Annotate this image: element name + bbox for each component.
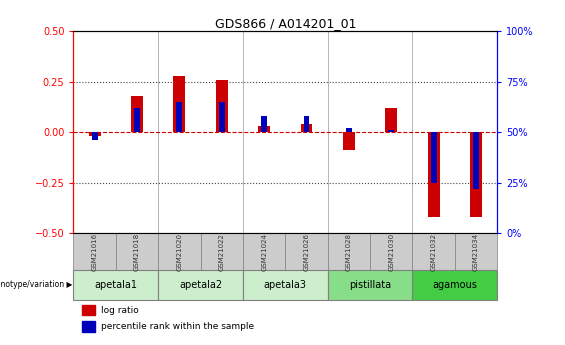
Text: GSM21026: GSM21026 <box>303 233 310 270</box>
Text: apetala2: apetala2 <box>179 280 222 290</box>
Text: apetala3: apetala3 <box>264 280 307 290</box>
Bar <box>158 234 201 270</box>
Bar <box>116 234 158 270</box>
Bar <box>201 234 243 270</box>
Bar <box>470 132 482 217</box>
Bar <box>131 96 143 132</box>
Bar <box>303 116 310 132</box>
Title: GDS866 / A014201_01: GDS866 / A014201_01 <box>215 17 356 30</box>
Bar <box>73 270 158 299</box>
Bar <box>258 126 270 132</box>
Bar <box>134 108 140 132</box>
Text: GSM21024: GSM21024 <box>261 233 267 270</box>
Bar <box>243 270 328 299</box>
Text: GSM21034: GSM21034 <box>473 233 479 270</box>
Bar <box>455 234 497 270</box>
Bar <box>89 132 101 136</box>
Text: GSM21030: GSM21030 <box>388 233 394 271</box>
Bar <box>385 108 397 132</box>
Bar <box>431 132 437 183</box>
Bar <box>82 305 95 315</box>
Bar <box>285 234 328 270</box>
Bar <box>388 130 394 132</box>
Bar <box>92 132 98 140</box>
Bar <box>261 116 267 132</box>
Bar <box>176 102 182 132</box>
Bar <box>473 132 479 189</box>
Text: GSM21032: GSM21032 <box>431 233 437 270</box>
Text: GSM21018: GSM21018 <box>134 233 140 271</box>
Text: pistillata: pistillata <box>349 280 391 290</box>
Bar <box>328 234 370 270</box>
Bar <box>412 270 497 299</box>
Bar <box>243 234 285 270</box>
Text: percentile rank within the sample: percentile rank within the sample <box>101 322 254 331</box>
Bar <box>301 124 312 132</box>
Bar <box>412 234 455 270</box>
Text: agamous: agamous <box>432 280 477 290</box>
Bar <box>343 132 355 150</box>
Text: genotype/variation ▶: genotype/variation ▶ <box>0 280 72 289</box>
Text: GSM21016: GSM21016 <box>92 233 98 271</box>
Bar <box>73 234 116 270</box>
Bar <box>428 132 440 217</box>
Bar <box>346 128 352 132</box>
Bar <box>328 270 412 299</box>
Bar <box>370 234 412 270</box>
Text: GSM21020: GSM21020 <box>176 233 182 270</box>
Bar <box>158 270 243 299</box>
Bar <box>82 321 95 332</box>
Text: GSM21022: GSM21022 <box>219 233 225 270</box>
Text: log ratio: log ratio <box>101 306 139 315</box>
Text: apetala1: apetala1 <box>94 280 137 290</box>
Bar <box>216 80 228 132</box>
Bar <box>173 76 185 132</box>
Bar <box>219 102 225 132</box>
Text: GSM21028: GSM21028 <box>346 233 352 270</box>
